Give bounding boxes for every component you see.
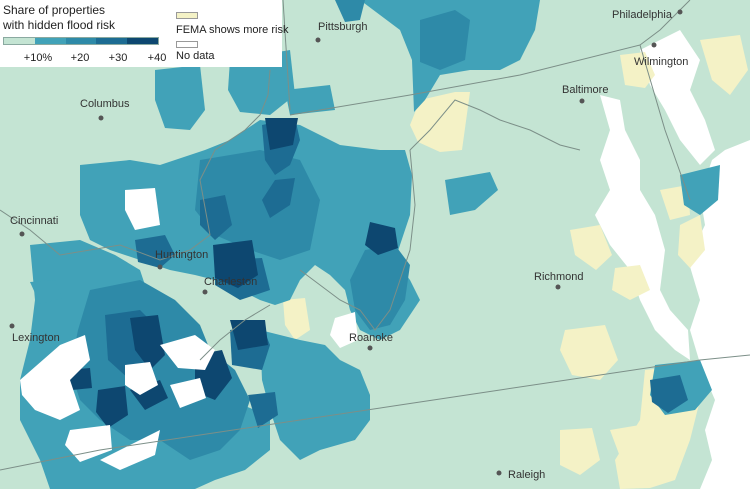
fema-swatch (176, 12, 198, 19)
city-label: Richmond (534, 271, 584, 283)
legend-title-line1: Share of properties (3, 3, 106, 17)
city-label: Cincinnati (10, 215, 58, 227)
city-dot (677, 9, 683, 15)
city-label: Baltimore (562, 84, 608, 96)
scale-swatch-2 (34, 38, 66, 44)
city-cincinnati[interactable]: Cincinnati (10, 215, 58, 237)
scale-swatch-3 (65, 38, 97, 44)
city-label: Columbus (80, 98, 130, 110)
city-label: Philadelphia (612, 9, 673, 21)
city-charleston[interactable]: Charleston (202, 276, 258, 295)
no-data-areas (20, 188, 358, 470)
legend-scale-labels: +10% +20 +30 +40 (0, 52, 170, 66)
scale-swatch-4 (96, 38, 128, 44)
legend-title-line2: with hidden flood risk (3, 18, 116, 32)
city-dot (651, 42, 657, 48)
fema-label: FEMA shows more risk (176, 24, 289, 36)
state-borders (0, 0, 750, 471)
scale-tick-40: +40 (147, 52, 167, 64)
city-dot (579, 98, 585, 104)
scale-swatch-1 (4, 38, 35, 44)
scale-tick-20: +20 (70, 52, 90, 64)
city-label: Wilmington (634, 56, 688, 68)
legend-color-scale (3, 37, 159, 45)
city-label: Lexington (12, 332, 60, 344)
city-roanoke[interactable]: Roanoke (349, 332, 393, 351)
city-pittsburgh[interactable]: Pittsburgh (315, 21, 368, 43)
city-huntington[interactable]: Huntington (155, 249, 208, 270)
city-dot (9, 323, 15, 329)
city-markers: Pittsburgh Philadelphia Columbus Wilming… (9, 9, 688, 481)
nodata-label: No data (176, 50, 215, 62)
city-dot (19, 231, 25, 237)
fema-more-risk-areas (283, 35, 748, 489)
water-bodies (595, 30, 750, 489)
city-richmond[interactable]: Richmond (534, 271, 584, 290)
city-dot (98, 115, 104, 121)
city-dot (202, 289, 208, 295)
city-dot (555, 284, 561, 290)
scale-tick-30: +30 (108, 52, 128, 64)
city-label: Roanoke (349, 332, 393, 344)
city-columbus[interactable]: Columbus (80, 98, 130, 121)
city-label: Huntington (155, 249, 208, 261)
city-dot (496, 470, 502, 476)
scale-swatch-5 (127, 38, 158, 44)
city-wilmington[interactable]: Wilmington (634, 42, 688, 69)
city-label: Raleigh (508, 469, 545, 481)
nodata-swatch (176, 41, 198, 48)
city-dot (315, 37, 321, 43)
scale-tick-10: +10% (23, 52, 53, 64)
map-legend: Share of properties with hidden flood ri… (0, 0, 288, 67)
city-philadelphia[interactable]: Philadelphia (612, 9, 683, 21)
city-baltimore[interactable]: Baltimore (562, 84, 608, 104)
city-lexington[interactable]: Lexington (9, 323, 60, 345)
city-dot (157, 264, 163, 270)
city-label: Pittsburgh (318, 21, 368, 33)
legend-title: Share of properties with hidden flood ri… (3, 3, 173, 33)
city-raleigh[interactable]: Raleigh (496, 469, 546, 481)
city-dot (367, 345, 373, 351)
city-label: Charleston (204, 276, 257, 288)
